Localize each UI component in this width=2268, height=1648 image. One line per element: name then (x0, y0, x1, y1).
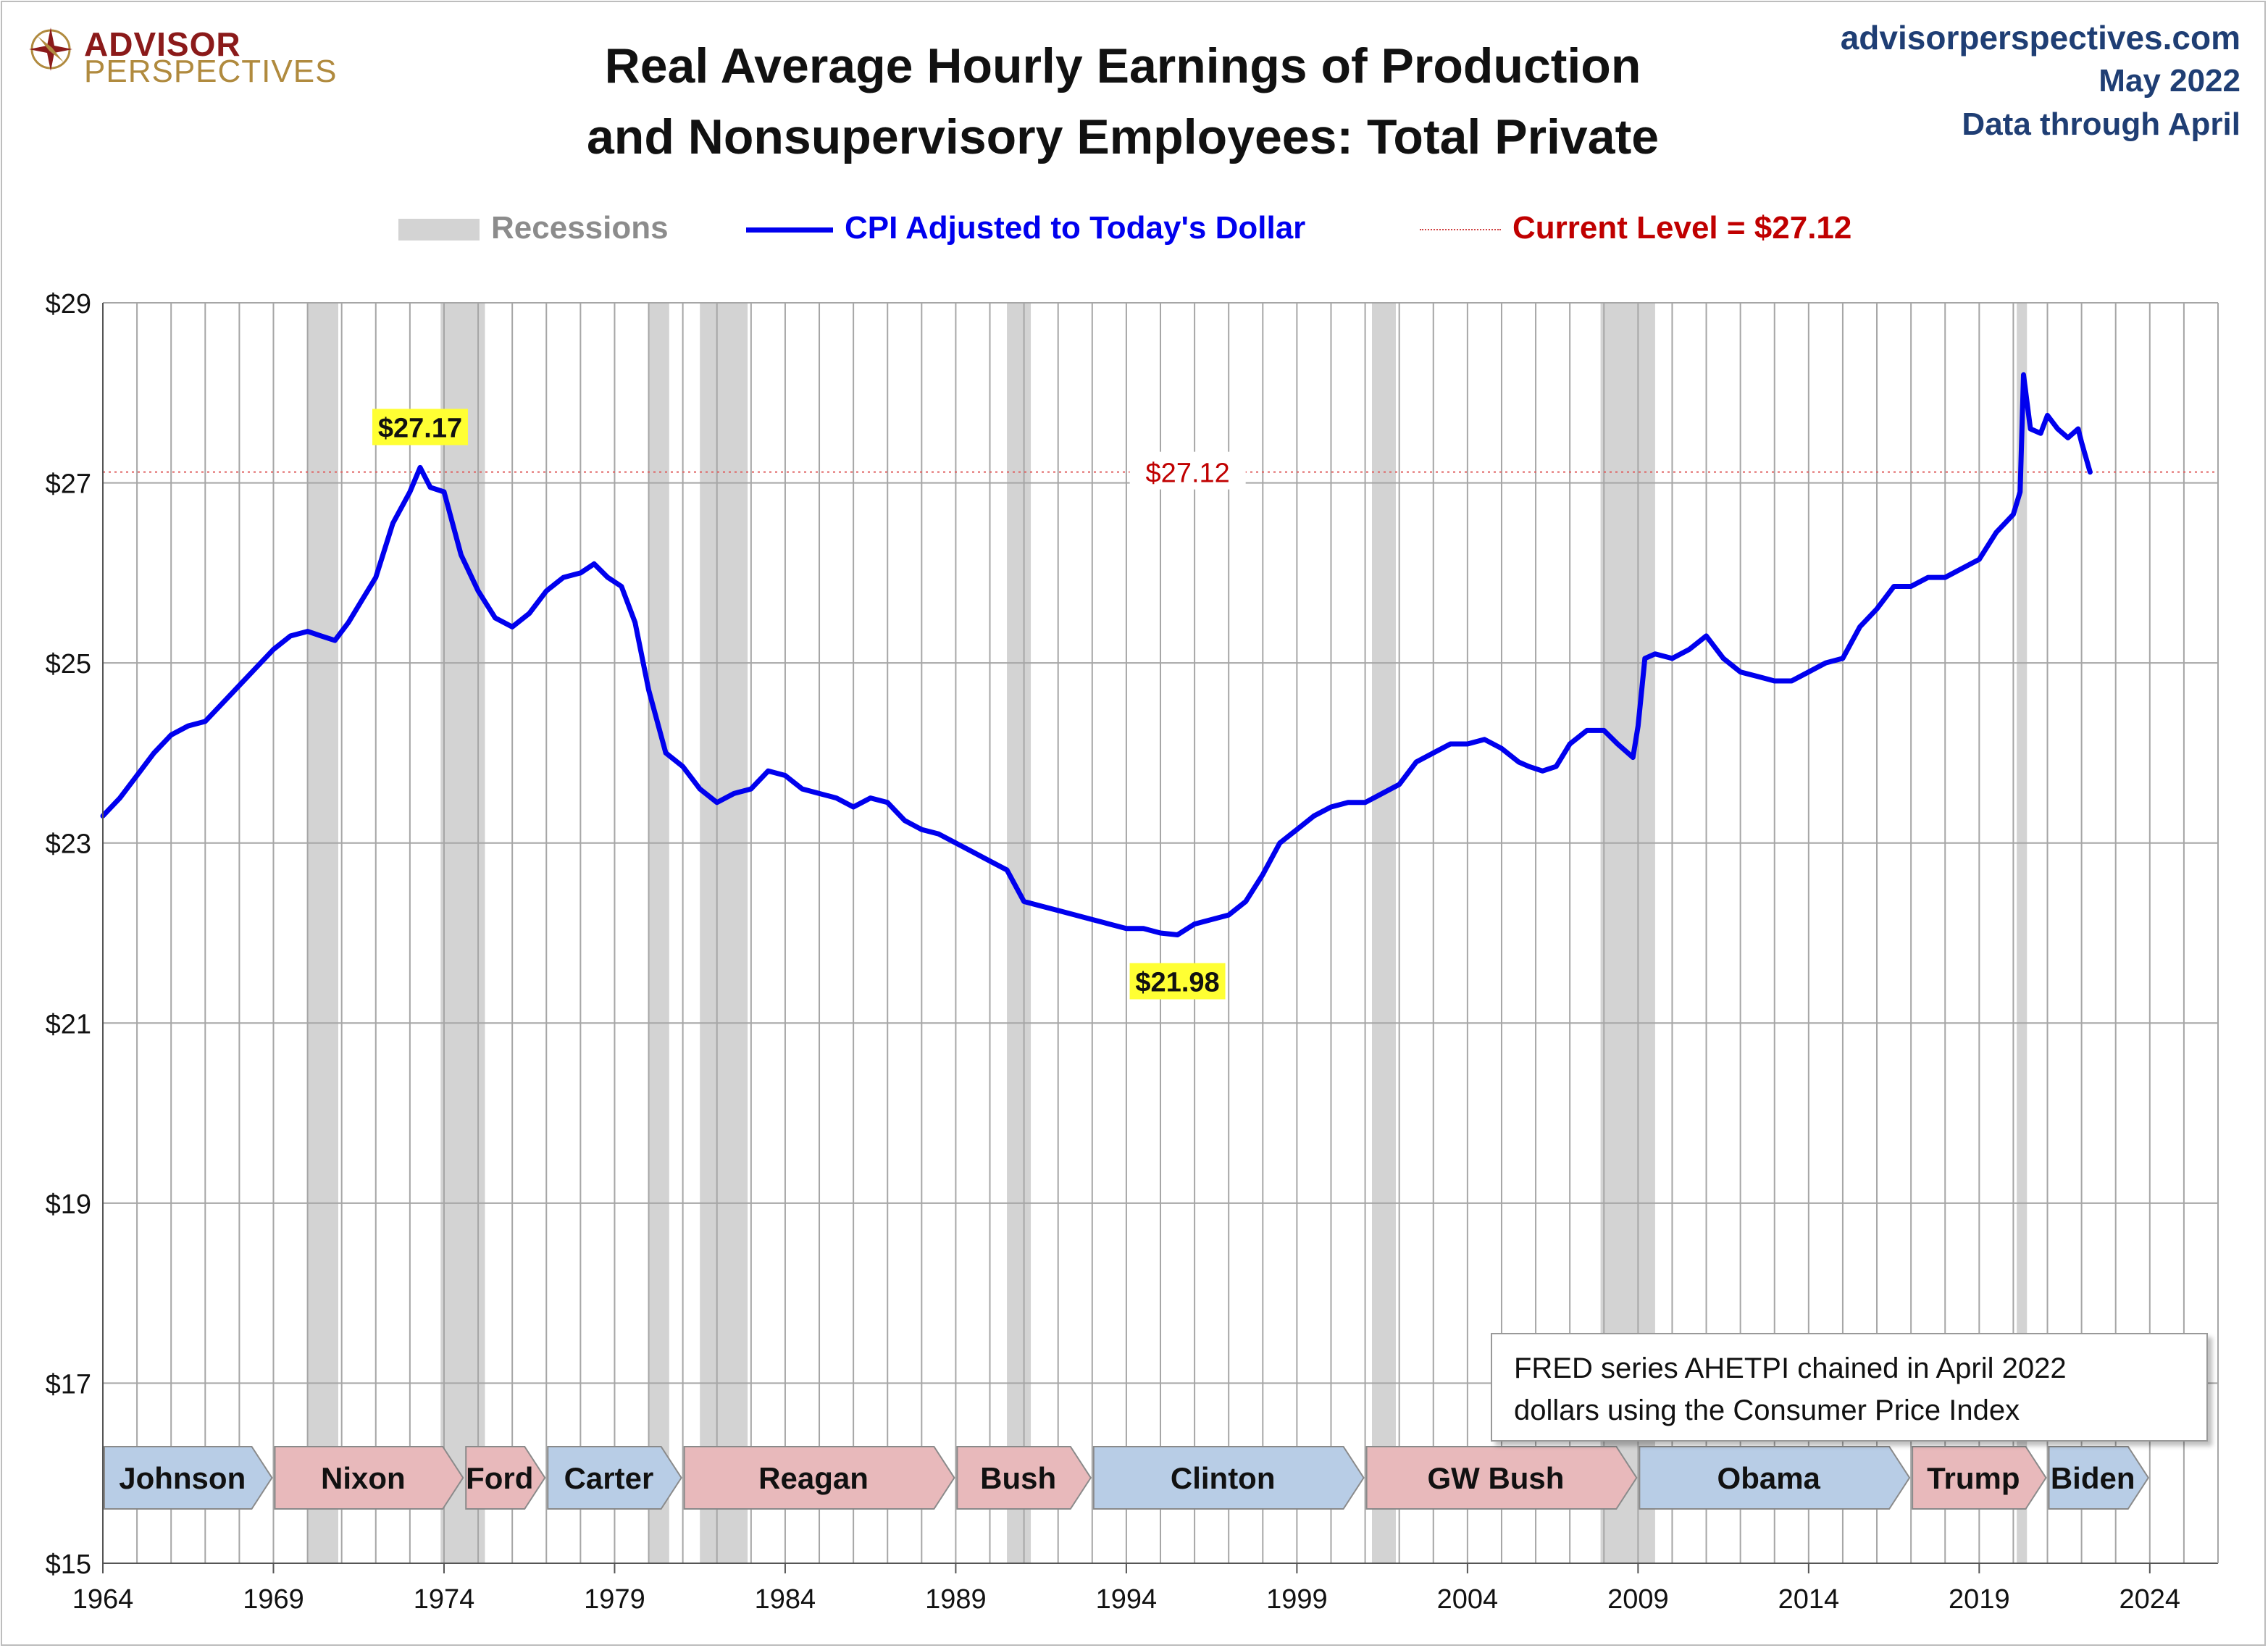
y-tick-label: $27 (46, 469, 91, 500)
recession-band (1372, 303, 1396, 1563)
president-bush: Bush (956, 1446, 1092, 1510)
president-nixon: Nixon (274, 1446, 464, 1510)
president-arrow (2048, 1446, 2149, 1510)
x-tick-label: 2019 (1949, 1584, 2010, 1615)
advisor-perspectives-logo: ADVISOR PERSPECTIVES (28, 22, 336, 89)
x-tick-label: 1974 (414, 1584, 475, 1615)
president-arrow (465, 1446, 546, 1510)
president-arrow (683, 1446, 955, 1510)
president-label: Bush (980, 1461, 1056, 1495)
president-arrow (274, 1446, 464, 1510)
title-line2: and Nonsupervisory Employees: Total Priv… (586, 109, 1660, 164)
president-arrow (1639, 1446, 1911, 1510)
president-label: Nixon (321, 1461, 406, 1495)
compass-icon (29, 28, 72, 71)
recession-band (1007, 303, 1032, 1563)
president-label: Trump (1927, 1461, 2020, 1495)
legend-recessions: Recessions (398, 203, 669, 254)
y-tick-label: $23 (46, 829, 91, 860)
president-arrow (1092, 1446, 1365, 1510)
current-level-line: $27.12 (103, 451, 2218, 490)
president-ford: Ford (465, 1446, 546, 1510)
president-arrow (1365, 1446, 1638, 1510)
legend-series: CPI Adjusted to Today's Dollar (746, 203, 1305, 254)
legend: Recessions CPI Adjusted to Today's Dolla… (0, 203, 2268, 254)
legend-current: Current Level = $27.12 (1420, 203, 1851, 254)
president-label: Clinton (1171, 1461, 1276, 1495)
recession-band (2017, 303, 2028, 1563)
x-tick-label: 1964 (72, 1584, 134, 1615)
series-swatch (746, 227, 833, 233)
x-tick-label: 1999 (1266, 1584, 1328, 1615)
president-arrow (1912, 1446, 2047, 1510)
recession-band (307, 303, 338, 1563)
president-label: Johnson (119, 1461, 246, 1495)
president-arrows: Johnson Nixon Ford Carter Reagan Bush Clinton G… (104, 1446, 2149, 1510)
y-tick-label: $21 (46, 1009, 91, 1040)
annotation-bg (372, 409, 468, 446)
y-tick-label: $25 (46, 649, 91, 679)
current-level-label: $27.12 (1146, 459, 1230, 489)
x-tick-label: 2014 (1778, 1584, 1840, 1615)
x-tick-label: 1984 (755, 1584, 816, 1615)
president-gw-bush: GW Bush (1365, 1446, 1638, 1510)
x-tick-label: 2009 (1607, 1584, 1669, 1615)
president-label: Reagan (758, 1461, 869, 1495)
info-box: FRED series AHETPI chained in April 2022… (1491, 1333, 2208, 1442)
x-tick-label: 2024 (2120, 1584, 2181, 1615)
y-tick-label: $17 (46, 1369, 91, 1400)
series-real-earnings-line (100, 372, 2093, 937)
y-tick-label: $15 (46, 1549, 91, 1580)
recession-swatch (398, 219, 480, 241)
x-tick-label: 2004 (1437, 1584, 1499, 1615)
president-reagan: Reagan (683, 1446, 955, 1510)
recession-band (648, 303, 669, 1563)
president-label: Carter (564, 1461, 654, 1495)
president-obama: Obama (1639, 1446, 1911, 1510)
chart-meta: advisorperspectives.com May 2022 Data th… (1841, 16, 2240, 146)
current-level-label-bg (1129, 451, 1246, 490)
legend-current-label: Current Level = $27.12 (1512, 210, 1852, 246)
president-johnson: Johnson (104, 1446, 273, 1510)
annotation-label: $27.17 (378, 413, 462, 443)
title-line1: Real Average Hourly Earnings of Producti… (604, 38, 1641, 93)
x-tick-label: 1989 (925, 1584, 987, 1615)
president-label: GW Bush (1427, 1461, 1564, 1495)
president-arrow (547, 1446, 682, 1510)
president-label: Obama (1717, 1461, 1821, 1495)
president-label: Ford (466, 1461, 533, 1495)
data-through: Data through April (1962, 106, 2240, 142)
info-line2: dollars using the Consumer Price Index (1514, 1394, 2020, 1426)
annotation-label: $21.98 (1135, 967, 1219, 997)
chart-title: Real Average Hourly Earnings of Producti… (406, 30, 1840, 172)
legend-series-label: CPI Adjusted to Today's Dollar (845, 210, 1306, 246)
annotation-bg (1129, 963, 1226, 1000)
logo-line2: PERSPECTIVES (84, 54, 338, 89)
legend-recessions-label: Recessions (491, 210, 669, 246)
president-biden: Biden (2048, 1446, 2149, 1510)
president-arrow (104, 1446, 273, 1510)
president-arrow (956, 1446, 1092, 1510)
x-tick-label: 1969 (243, 1584, 304, 1615)
series-line (100, 372, 2093, 937)
president-clinton: Clinton (1092, 1446, 1365, 1510)
info-line1: FRED series AHETPI chained in April 2022 (1514, 1352, 2067, 1384)
y-tick-label: $19 (46, 1189, 91, 1220)
x-tick-label: 1994 (1096, 1584, 1158, 1615)
recession-band (700, 303, 748, 1563)
annotations: $27.17 $21.98 (372, 409, 1226, 1000)
president-trump: Trump (1912, 1446, 2047, 1510)
site-url: advisorperspectives.com (1840, 19, 2240, 57)
logo-line1: ADVISOR (84, 25, 241, 63)
current-swatch (1420, 229, 1501, 231)
y-tick-label: $29 (46, 289, 91, 319)
president-label: Biden (2051, 1461, 2135, 1495)
axes: $15 $17 $19 $21 $23 $25 $27 $29 1964 1969 1974 1979… (46, 289, 2219, 1615)
publish-date: May 2022 (2098, 63, 2240, 99)
president-carter: Carter (547, 1446, 682, 1510)
x-tick-label: 1979 (584, 1584, 645, 1615)
